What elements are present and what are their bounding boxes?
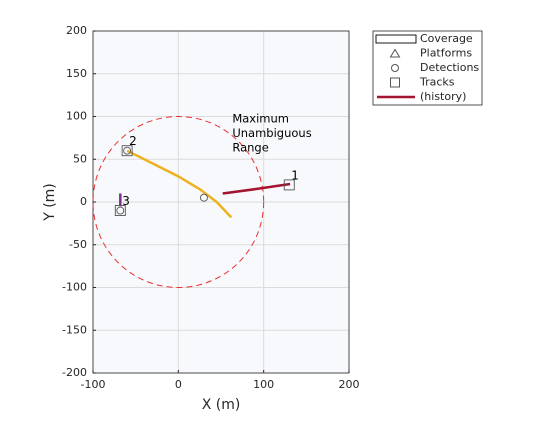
y-tick-label: 50 xyxy=(73,152,87,165)
y-tick-label: 100 xyxy=(66,110,87,123)
x-tick-label: 200 xyxy=(339,378,360,391)
y-tick-label: 150 xyxy=(66,67,87,80)
y-tick-label: -50 xyxy=(69,238,87,251)
track xyxy=(114,205,126,217)
y-tick-label: -150 xyxy=(62,323,87,336)
annotation: Maximum xyxy=(232,112,289,126)
track-label: 2 xyxy=(129,134,137,148)
track-history xyxy=(222,182,291,195)
axes-box xyxy=(92,30,350,374)
legend-track xyxy=(390,77,400,88)
y-axis-label: Y (m) xyxy=(42,183,58,222)
legend-label: Platforms xyxy=(420,47,472,60)
track xyxy=(121,145,133,157)
x-tick-label: -100 xyxy=(81,378,106,391)
legend-label: (history) xyxy=(420,90,466,103)
track-label: 1 xyxy=(291,168,299,182)
track-history xyxy=(126,149,233,219)
annotation: Unambiguous xyxy=(232,126,311,140)
detection xyxy=(123,146,132,155)
y-tick-label: -100 xyxy=(62,281,87,294)
y-tick-label: -200 xyxy=(62,366,87,379)
legend-detection xyxy=(391,64,399,72)
legend-label: Detections xyxy=(420,61,479,74)
annotation: Range xyxy=(232,141,268,155)
legend-label: Tracks xyxy=(419,76,455,89)
x-tick-label: 0 xyxy=(175,378,182,391)
x-axis-label: X (m) xyxy=(202,397,241,413)
detection xyxy=(199,193,208,202)
track xyxy=(283,179,295,191)
legend-platform xyxy=(389,48,401,58)
track-label: 3 xyxy=(122,194,130,208)
legend-coverage xyxy=(375,34,417,44)
detection xyxy=(116,206,125,215)
y-tick-label: 0 xyxy=(80,195,87,208)
legend-label: Coverage xyxy=(420,32,473,45)
coverage-circle xyxy=(92,116,265,288)
y-tick-label: 200 xyxy=(66,24,87,37)
x-tick-label: 100 xyxy=(253,378,274,391)
